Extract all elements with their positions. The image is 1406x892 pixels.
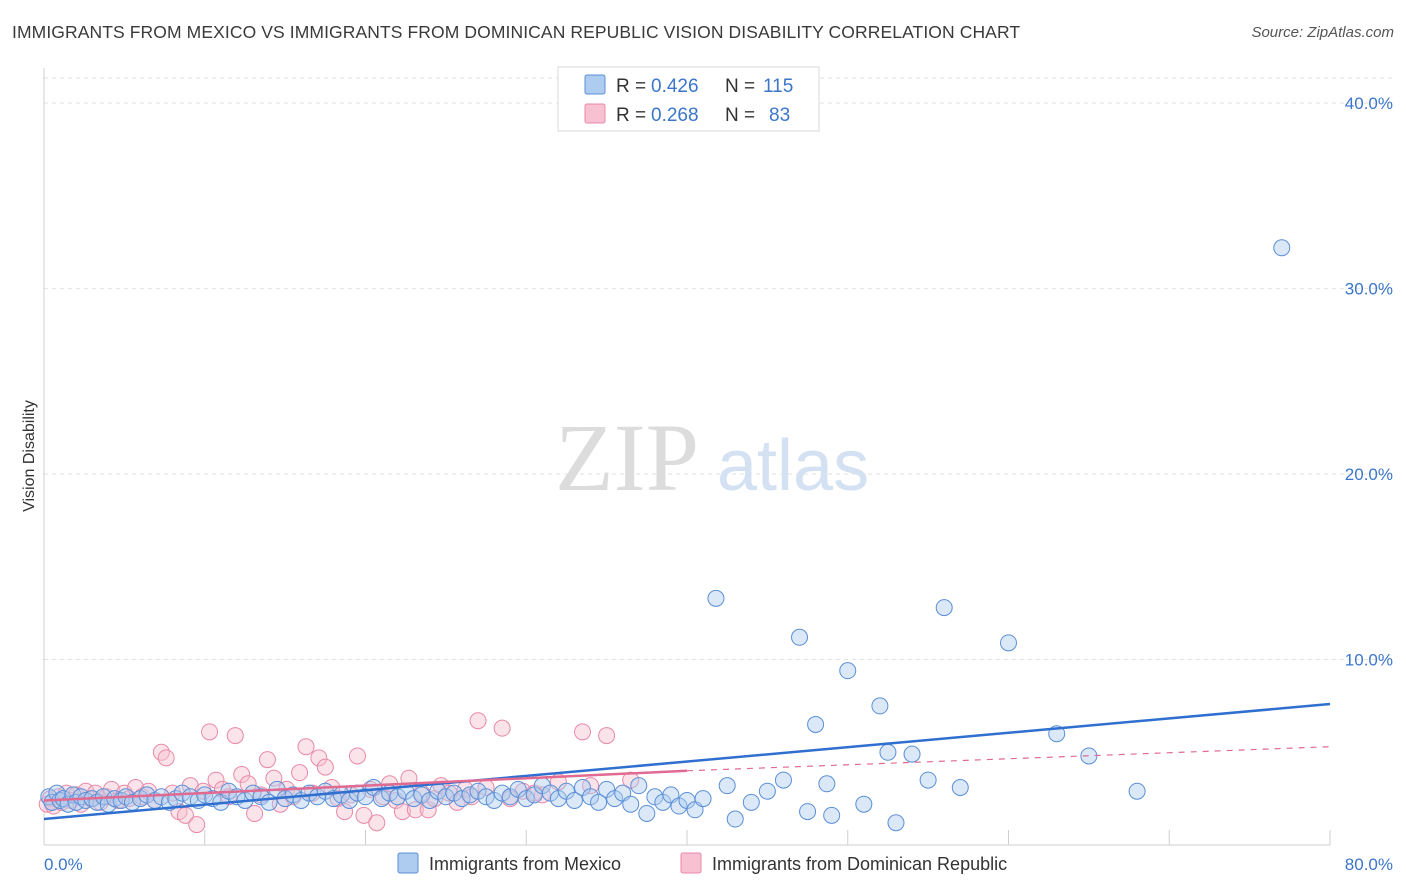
x-tick-label-min: 0.0% (44, 855, 83, 874)
mexico-point (935, 599, 953, 617)
mexico-point (453, 790, 471, 808)
mexico-point (726, 810, 744, 828)
dominican-point (310, 749, 328, 767)
mexico-point (718, 777, 736, 795)
legend-swatch-dominican (584, 103, 606, 124)
mexico-point (758, 782, 776, 800)
dominican-point (355, 806, 373, 824)
dominican-point (598, 727, 616, 745)
series-legend-label-mexico: Immigrants from Mexico (429, 854, 621, 874)
mexico-point (871, 697, 889, 715)
mexico-point (630, 777, 648, 795)
legend-swatch-mexico (584, 74, 606, 95)
dominican-point (258, 751, 276, 769)
mexico-point (887, 814, 905, 832)
dominican-point (246, 804, 264, 822)
watermark-zip: ZIP (555, 404, 699, 511)
mexico-point (807, 715, 825, 733)
mexico-point (694, 790, 712, 808)
dominican-point (493, 719, 511, 737)
mexico-point (196, 786, 214, 804)
chart-title: IMMIGRANTS FROM MEXICO VS IMMIGRANTS FRO… (12, 22, 1021, 42)
mexico-series-points (40, 239, 1291, 832)
legend-n-label-1: N = (725, 76, 755, 97)
y-axis-tick-labels: 10.0% 20.0% 30.0% 40.0% (1345, 94, 1393, 669)
legend-n-label-2: N = (725, 105, 755, 126)
dominican-point (574, 723, 592, 741)
dominican-trend-line (43, 769, 688, 802)
mexico-point (590, 793, 608, 811)
mexico-point (903, 745, 921, 763)
legend-n-value-1: 115 (763, 76, 793, 97)
gridlines (44, 77, 1392, 661)
mexico-point (1000, 634, 1017, 652)
legend-n-value-2: 83 (769, 105, 790, 126)
dominican-point (316, 758, 334, 776)
series-legend-swatch-dominican (680, 852, 702, 874)
mexico-point (839, 662, 857, 680)
legend-r-label-2: R = (616, 105, 646, 126)
dominican-point (291, 764, 309, 782)
dominican-point (469, 712, 487, 730)
mexico-point (622, 795, 640, 813)
dominican-trend-extension (686, 746, 1331, 772)
watermark: ZIP atlas (555, 404, 869, 511)
mexico-point (638, 804, 656, 822)
mexico-point (774, 771, 792, 789)
mexico-point (919, 771, 937, 789)
x-tick-label-max: 80.0% (1345, 855, 1393, 874)
dominican-point (233, 766, 251, 784)
dominican-point (368, 814, 386, 832)
mexico-point (791, 628, 809, 646)
dominican-point (265, 769, 283, 787)
x-axis-ticks (43, 830, 1331, 845)
dominican-point (201, 723, 219, 741)
legend-r-value-1: 0.426 (651, 76, 699, 97)
dominican-point (157, 749, 175, 767)
dominican-point (297, 738, 315, 756)
mexico-point (517, 790, 535, 808)
series-legend-swatch-mexico (397, 852, 419, 874)
dominican-point (406, 801, 424, 819)
mexico-point (565, 791, 583, 809)
y-tick-label: 10.0% (1345, 651, 1393, 670)
mexico-point (799, 803, 817, 821)
mexico-point (823, 806, 841, 824)
series-legend-label-dominican: Immigrants from Dominican Republic (712, 854, 1007, 874)
y-tick-label: 20.0% (1345, 465, 1393, 484)
mexico-point (855, 795, 873, 813)
y-tick-label: 30.0% (1345, 280, 1393, 299)
mexico-point (707, 589, 725, 607)
legend-r-label-1: R = (616, 76, 646, 97)
mexico-point (1273, 239, 1291, 257)
mexico-point (879, 743, 897, 761)
watermark-atlas: atlas (717, 426, 869, 506)
mexico-point (951, 779, 969, 797)
mexico-point (477, 788, 495, 806)
dominican-point (207, 771, 225, 789)
y-tick-label: 40.0% (1345, 94, 1393, 113)
source-label: Source: ZipAtlas.com (1251, 24, 1394, 41)
dominican-point (188, 816, 206, 834)
dominican-point (226, 727, 244, 745)
legend-r-value-2: 0.268 (651, 105, 699, 126)
mexico-point (742, 793, 760, 811)
mexico-point (493, 784, 511, 802)
trend-lines (43, 702, 1331, 821)
series-legend: Immigrants from Mexico Immigrants from D… (397, 852, 1007, 874)
dominican-point (348, 747, 366, 765)
correlation-legend: R = 0.426 N = 115 R = 0.268 N = 83 (557, 66, 820, 132)
mexico-point (818, 775, 836, 793)
dominican-point (336, 803, 354, 821)
dominican-point (152, 743, 170, 761)
mexico-point (1128, 782, 1146, 800)
mexico-trend-line (43, 702, 1331, 821)
y-axis-title: Vision Disability (21, 400, 38, 512)
